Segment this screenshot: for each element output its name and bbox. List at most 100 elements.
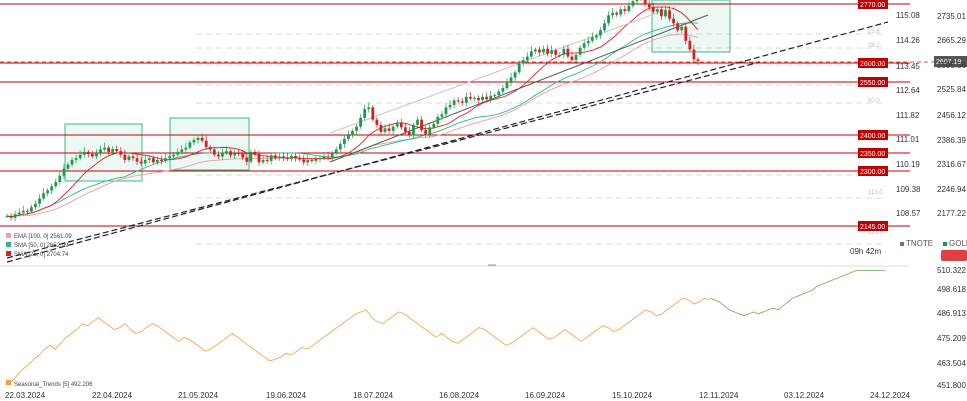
candle-body — [338, 144, 342, 150]
candle-body — [107, 147, 111, 152]
candle-body — [90, 153, 94, 157]
y-tick-seasonal: 486.913 — [937, 309, 966, 318]
candle-body — [493, 95, 497, 97]
candle-body — [501, 88, 505, 92]
candle-body — [574, 54, 578, 61]
candle-body — [21, 210, 25, 213]
level-tag — [858, 221, 888, 231]
candle-body — [525, 56, 529, 61]
candle-body — [424, 130, 428, 135]
candle-body — [66, 164, 70, 169]
candle-body — [456, 100, 460, 102]
candle-body — [261, 159, 265, 163]
current-price-tag — [934, 56, 967, 67]
candle-body — [468, 96, 472, 99]
candle-body — [314, 158, 318, 161]
x-tick-date: 22.03.2024 — [5, 391, 46, 400]
candle-body — [643, 0, 647, 4]
candle-body — [684, 26, 688, 41]
ema-100-line — [6, 33, 699, 217]
candle-body — [412, 124, 415, 136]
candle-body — [594, 35, 598, 38]
level-tag — [858, 166, 888, 176]
candle-body — [192, 139, 196, 143]
candle-body — [651, 7, 655, 12]
candle-body — [95, 152, 98, 157]
x-tick-date: 22.04.2024 — [92, 391, 133, 400]
y-tick-tnote: 111.82 — [896, 111, 920, 120]
legend-entry[interactable]: EMA [100, 0] 2561.09 — [14, 234, 72, 240]
candle-body — [664, 10, 667, 17]
trendline-lower[interactable] — [6, 61, 761, 259]
level-tag — [858, 130, 888, 140]
trendline-upper[interactable] — [6, 21, 889, 263]
candle-body — [290, 156, 293, 159]
candle-body — [554, 50, 558, 55]
candle-body — [17, 212, 21, 215]
candle-body — [42, 193, 45, 199]
x-tick-date: 19.06.2024 — [266, 391, 307, 400]
x-tick-date: 16.08.2024 — [439, 391, 480, 400]
y-tick-seasonal: 451.800 — [937, 381, 966, 390]
candle-body — [342, 138, 346, 145]
y-tick-seasonal: 510.322 — [937, 266, 966, 275]
candle-body — [221, 152, 224, 157]
candle-body — [623, 9, 627, 12]
legend-entry[interactable]: SMA [25, 0] 2704.74 — [14, 252, 69, 258]
candle-body — [216, 154, 220, 157]
candle-body — [302, 159, 306, 163]
candle-body — [668, 10, 671, 19]
candle-body — [375, 119, 379, 125]
x-tick-date: 21.05.2024 — [178, 391, 219, 400]
countdown: 09h 42m — [850, 247, 881, 256]
candle-body — [660, 9, 663, 17]
channel-top-line — [329, 14, 709, 163]
range-box — [169, 117, 250, 171]
fib-label: 23.6 — [868, 29, 880, 35]
y-tick-tnote: 114.26 — [896, 36, 920, 45]
candle-body — [619, 9, 623, 15]
bid-badge — [941, 250, 967, 261]
seasonal-line-history — [6, 297, 711, 385]
candle-body — [546, 48, 550, 54]
y-tick-tnote: 111.01 — [896, 135, 920, 144]
candle-body — [115, 149, 119, 152]
candle-body — [168, 156, 171, 159]
candle-body — [550, 50, 554, 54]
candle-body — [46, 190, 50, 194]
candle-body — [176, 151, 180, 155]
candle-body — [151, 158, 155, 163]
candle-body — [611, 12, 615, 16]
candle-body — [70, 159, 74, 165]
candle-body — [326, 156, 330, 158]
x-tick-date: 24.12.2024 — [870, 391, 911, 400]
candle-body — [25, 210, 29, 212]
candle-body — [347, 135, 350, 139]
candle-body — [505, 82, 509, 89]
candle-body — [444, 107, 448, 115]
x-tick-date: 03.12.2024 — [784, 391, 825, 400]
legend-entry[interactable]: SMA [50, 0] 2652.99 — [14, 243, 69, 249]
candle-body — [464, 96, 468, 103]
candle-body — [408, 131, 411, 136]
y-tick-gold: 2246.94 — [937, 185, 966, 194]
y-tick-tnote: 112.64 — [896, 86, 920, 95]
candle-body — [371, 107, 375, 120]
y-tick-seasonal: 463.504 — [937, 359, 966, 368]
candle-body — [379, 124, 383, 132]
candle-body — [432, 123, 436, 128]
candle-body — [428, 127, 432, 135]
y-tick-gold: 2595.56 — [937, 61, 966, 70]
tnote-marker — [900, 242, 904, 246]
candle-body — [208, 146, 212, 150]
candle-body — [99, 149, 102, 153]
candle-body — [696, 59, 700, 62]
fib-label: 38.2 — [868, 43, 880, 49]
y-tick-tnote: 115.08 — [896, 11, 920, 20]
candle-body — [196, 137, 200, 140]
fib-label: 113.0 — [868, 190, 883, 196]
candle-body — [395, 122, 399, 127]
candle-body — [351, 130, 354, 136]
gold-label: GOLD — [949, 239, 967, 248]
